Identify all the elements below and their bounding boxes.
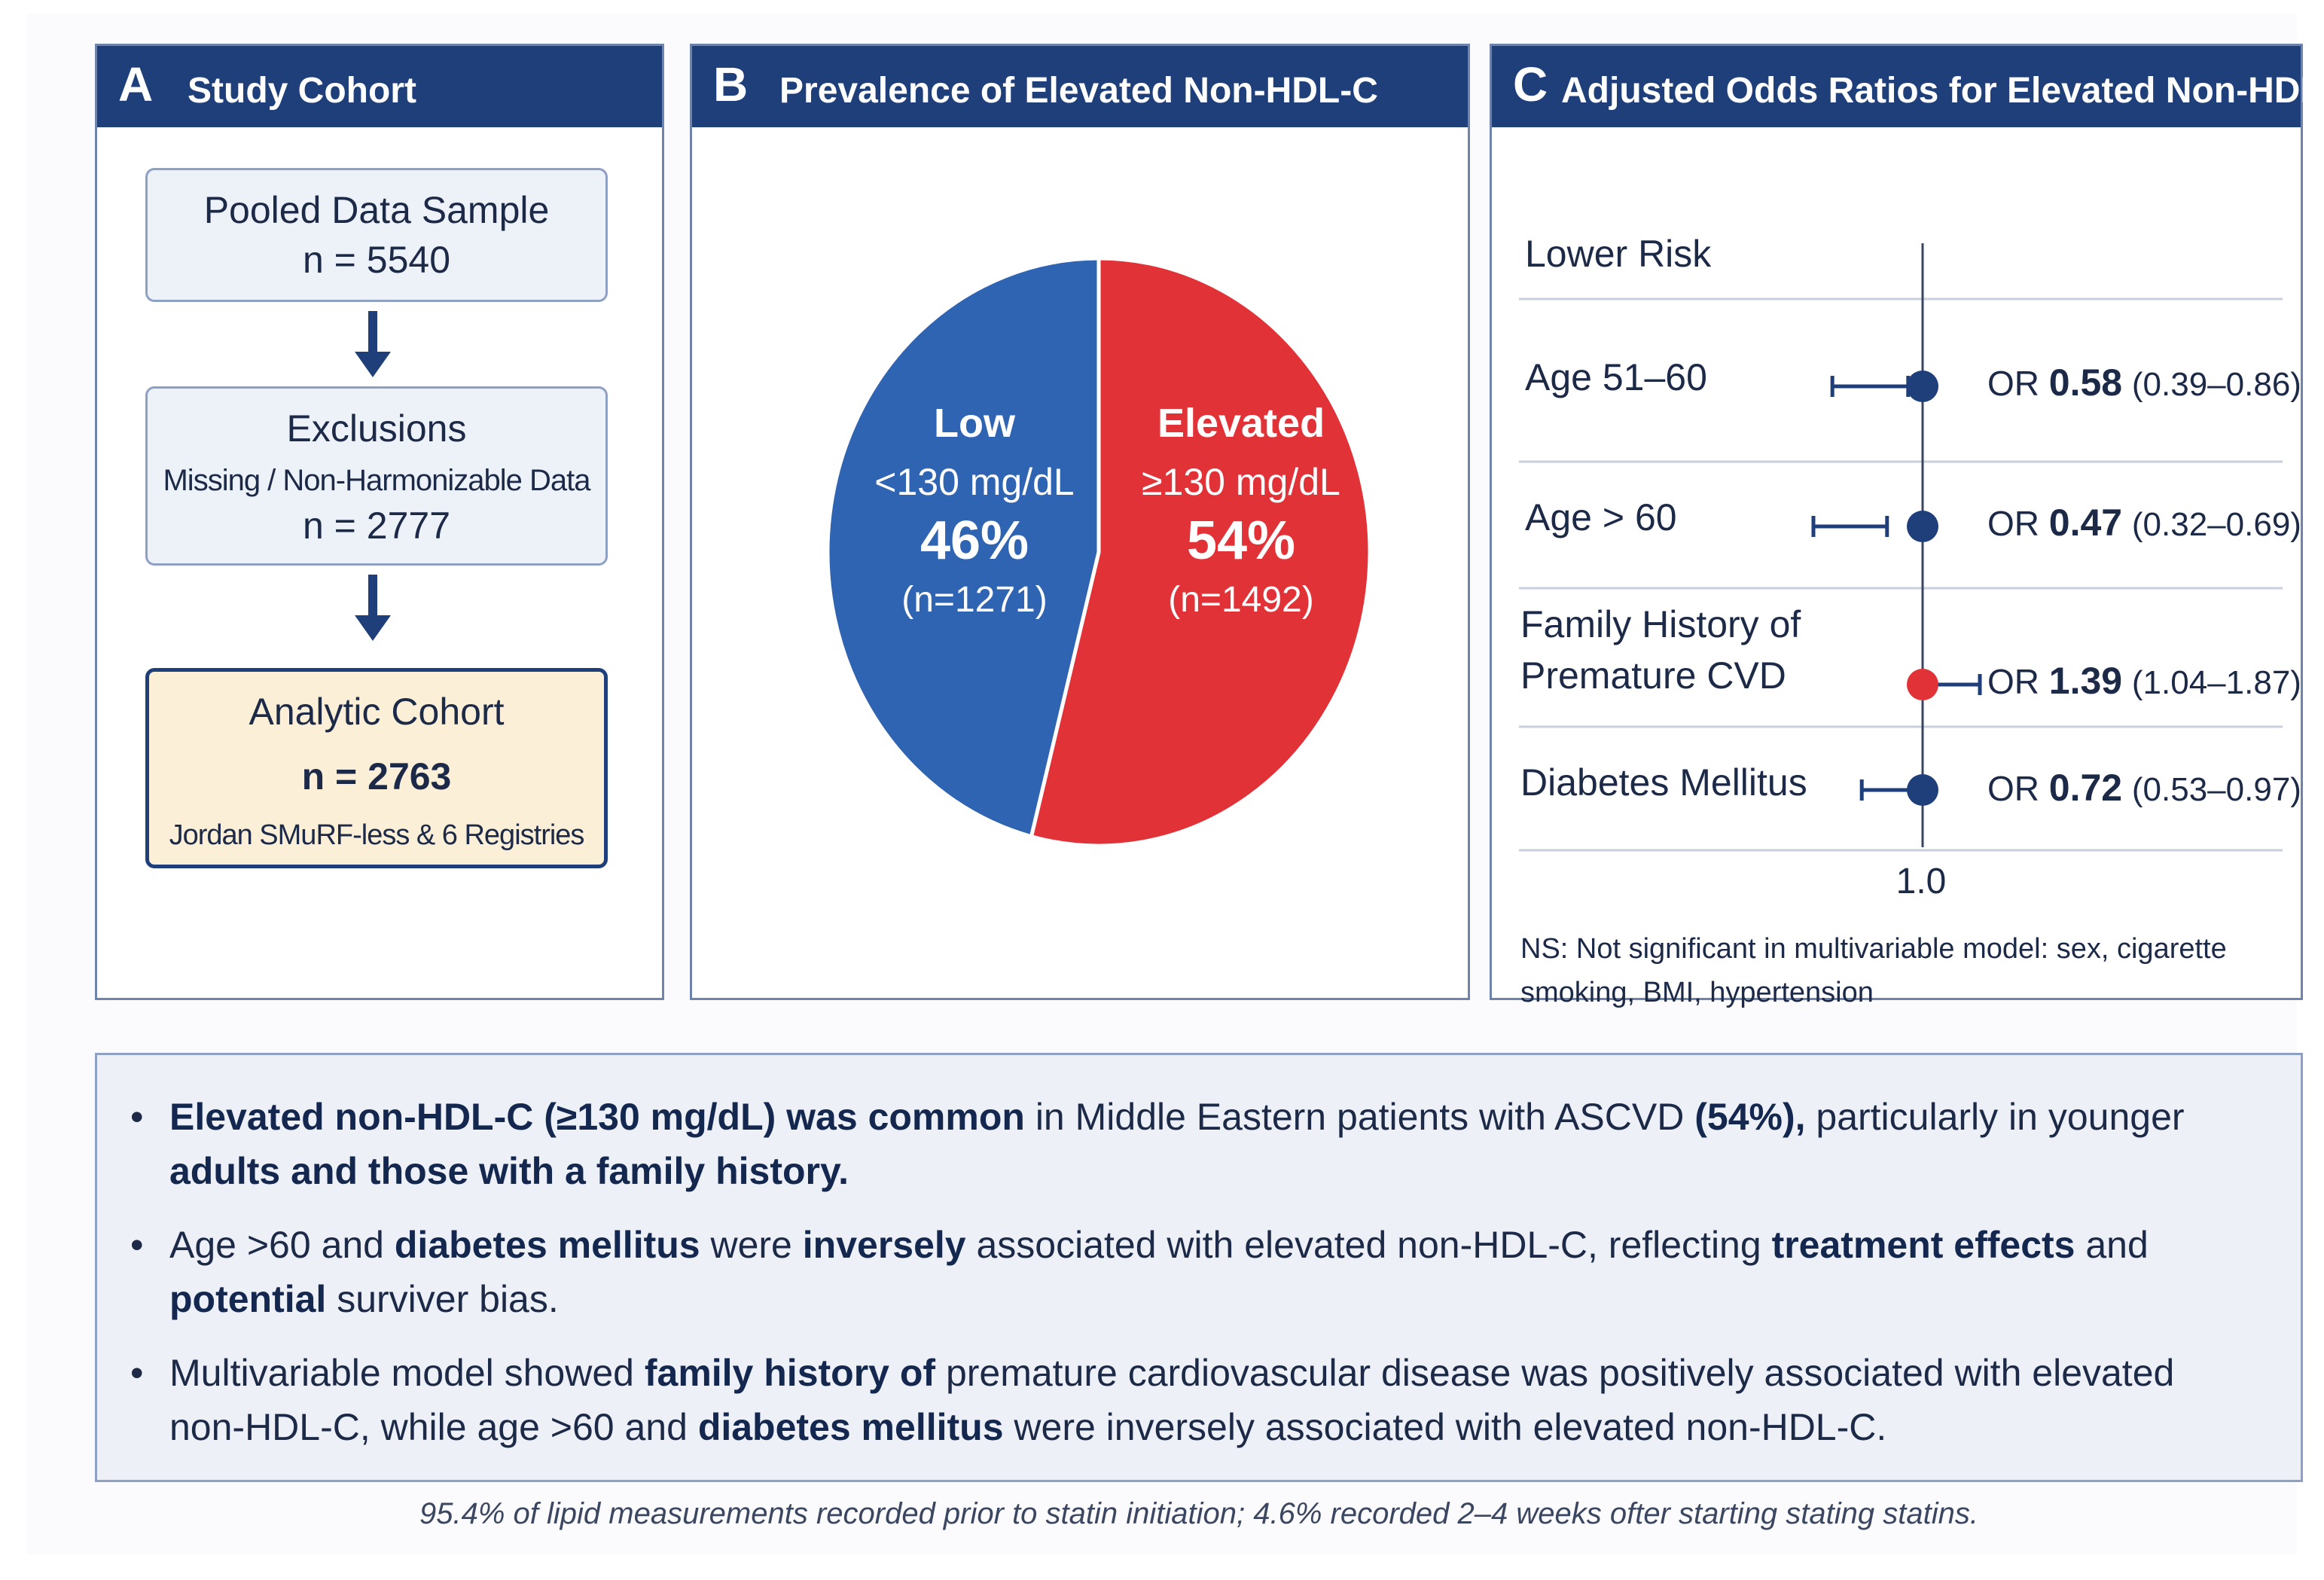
bullet-icon: •	[130, 1224, 144, 1266]
row-label-age-51-60: Age 51–60	[1525, 356, 1707, 398]
row-or-family-history: OR 1.39 (1.04–1.87)	[1987, 659, 2301, 703]
analytic-cohort-box: Analytic Cohort n = 2763 Jordan SMuRF-le…	[145, 668, 608, 868]
emphasis: adults and those with a family history.	[169, 1150, 849, 1192]
bullet-text: Elevated non-HDL-C (≥130 mg/dL) was comm…	[169, 1090, 2254, 1198]
low-n: (n=1271)	[901, 580, 1048, 620]
text: particularly in younger	[1805, 1096, 2185, 1138]
text: premature cardiovascular disease was pos…	[169, 1352, 2175, 1448]
text: surviver bias.	[326, 1278, 559, 1320]
analytic-n: n = 2763	[301, 755, 452, 798]
pie-label-elevated: Elevated ≥130 mg/dL 54% (n=1492)	[1105, 400, 1377, 621]
analytic-subtitle: Jordan SMuRF-less & 6 Registries	[169, 819, 585, 851]
or-value: 0.58	[2048, 361, 2123, 404]
bullet-icon: •	[130, 1096, 144, 1138]
emphasis: diabetes mellitus	[394, 1224, 700, 1266]
text: Multivariable model showed	[169, 1352, 645, 1394]
or-ci: (0.53–0.97)	[2131, 771, 2301, 808]
or-prefix: OR	[1987, 662, 2039, 701]
or-prefix: OR	[1987, 364, 2039, 403]
row-label-family-history-2: Premature CVD	[1520, 654, 1786, 697]
row-label-age-over-60: Age > 60	[1525, 496, 1677, 538]
panel-b-title: Prevalence of Elevated Non-HDL-C	[779, 71, 1378, 111]
text: associated with elevated non-HDL-C, refl…	[965, 1224, 1772, 1266]
or-value: 0.47	[2048, 502, 2123, 544]
or-point	[1907, 371, 1938, 402]
low-range: <130 mg/dL	[874, 461, 1075, 503]
or-ci: (0.39–0.86)	[2131, 366, 2301, 403]
low-percent: 46%	[920, 511, 1029, 571]
emphasis: Elevated non-HDL-C (≥130 mg/dL) was comm…	[169, 1096, 1025, 1138]
panel-prevalence: B Prevalence of Elevated Non-HDL-C Low <…	[690, 44, 1470, 1000]
or-prefix: OR	[1987, 504, 2039, 543]
emphasis: family history of	[644, 1352, 936, 1394]
pie-slice-elevated	[1029, 258, 1370, 846]
row-label-family-history-1: Family History of	[1520, 603, 1801, 645]
emphasis: treatment effects	[1771, 1224, 2075, 1266]
emphasis: inversely	[802, 1224, 966, 1266]
panel-a-header: A Study Cohort	[97, 46, 662, 127]
elevated-label: Elevated	[1157, 401, 1325, 446]
exclusions-n: n = 2777	[302, 505, 451, 547]
exclusions-subtitle: Missing / Non-Harmonizable Data	[163, 464, 590, 497]
row-or-diabetes: OR 0.72 (0.53–0.97)	[1987, 766, 2301, 810]
prevalence-pie-chart	[828, 258, 1370, 846]
elevated-range: ≥130 mg/dL	[1142, 461, 1340, 503]
panel-c-title: Adjusted Odds Ratios for Elevated Non-HD…	[1561, 71, 2324, 111]
panel-a-letter: A	[118, 57, 154, 111]
emphasis: potential	[169, 1278, 327, 1320]
row-or-age-over-60: OR 0.47 (0.32–0.69)	[1987, 501, 2301, 544]
pie-slice-low	[828, 258, 1101, 839]
footnote: 95.4% of lipid measurements recorded pri…	[419, 1497, 1978, 1530]
emphasis: (54%),	[1694, 1096, 1806, 1138]
pie-label-low: Low <130 mg/dL 46% (n=1271)	[840, 400, 1109, 621]
text: in Middle Eastern patients with ASCVD	[1024, 1096, 1695, 1138]
or-prefix: OR	[1987, 769, 2039, 808]
text: were inversely associated with elevated …	[1003, 1406, 1887, 1448]
forest-plot	[1519, 243, 2283, 852]
panel-b-letter: B	[713, 57, 749, 111]
text: Age >60 and	[169, 1224, 395, 1266]
elevated-percent: 54%	[1186, 511, 1296, 571]
low-label: Low	[934, 401, 1015, 446]
or-value: 0.72	[2048, 767, 2123, 809]
pooled-title: Pooled Data Sample	[203, 189, 550, 231]
panel-a-title: Study Cohort	[188, 71, 416, 111]
or-ci: (1.04–1.87)	[2131, 664, 2301, 701]
panel-c-header: C Adjusted Odds Ratios for Elevated Non-…	[1492, 46, 2324, 127]
elevated-n: (n=1492)	[1168, 580, 1314, 620]
panel-odds-ratios: C Adjusted Odds Ratios for Elevated Non-…	[1490, 44, 2324, 1008]
panel-c-letter: C	[1513, 57, 1548, 111]
panel-study-cohort: A Study Cohort Pooled Data Sample n = 55…	[95, 44, 664, 1000]
analytic-title: Analytic Cohort	[249, 691, 505, 733]
pooled-n: n = 5540	[302, 239, 451, 281]
or-value: 1.39	[2048, 660, 2123, 702]
emphasis: diabetes mellitus	[697, 1406, 1004, 1448]
forest-header-lower-risk: Lower Risk	[1525, 233, 1712, 275]
exclusions-box: Exclusions Missing / Non-Harmonizable Da…	[145, 386, 608, 566]
text: and	[2075, 1224, 2149, 1266]
bullet-text: Age >60 and diabetes mellitus were inver…	[169, 1218, 2254, 1326]
or-point	[1907, 669, 1938, 700]
bullet-icon: •	[130, 1352, 144, 1394]
text: were	[700, 1224, 803, 1266]
row-or-age-51-60: OR 0.58 (0.39–0.86)	[1987, 361, 2301, 404]
reference-line-label: 1.0	[1895, 862, 1947, 901]
bullet-text: Multivariable model showed family histor…	[169, 1346, 2254, 1454]
exclusions-title: Exclusions	[286, 407, 467, 450]
ns-note: NS: Not significant in multivariable mod…	[1520, 933, 2227, 1008]
infographic: A Study Cohort Pooled Data Sample n = 55…	[27, 14, 2324, 1554]
pooled-data-box: Pooled Data Sample n = 5540	[145, 168, 608, 302]
or-point	[1907, 511, 1938, 542]
or-point	[1907, 774, 1938, 806]
or-ci: (0.32–0.69)	[2131, 506, 2301, 543]
row-label-diabetes: Diabetes Mellitus	[1520, 761, 1807, 804]
panel-b-header: B Prevalence of Elevated Non-HDL-C	[692, 46, 1468, 127]
summary-box: • Elevated non-HDL-C (≥130 mg/dL) was co…	[95, 1053, 2303, 1482]
